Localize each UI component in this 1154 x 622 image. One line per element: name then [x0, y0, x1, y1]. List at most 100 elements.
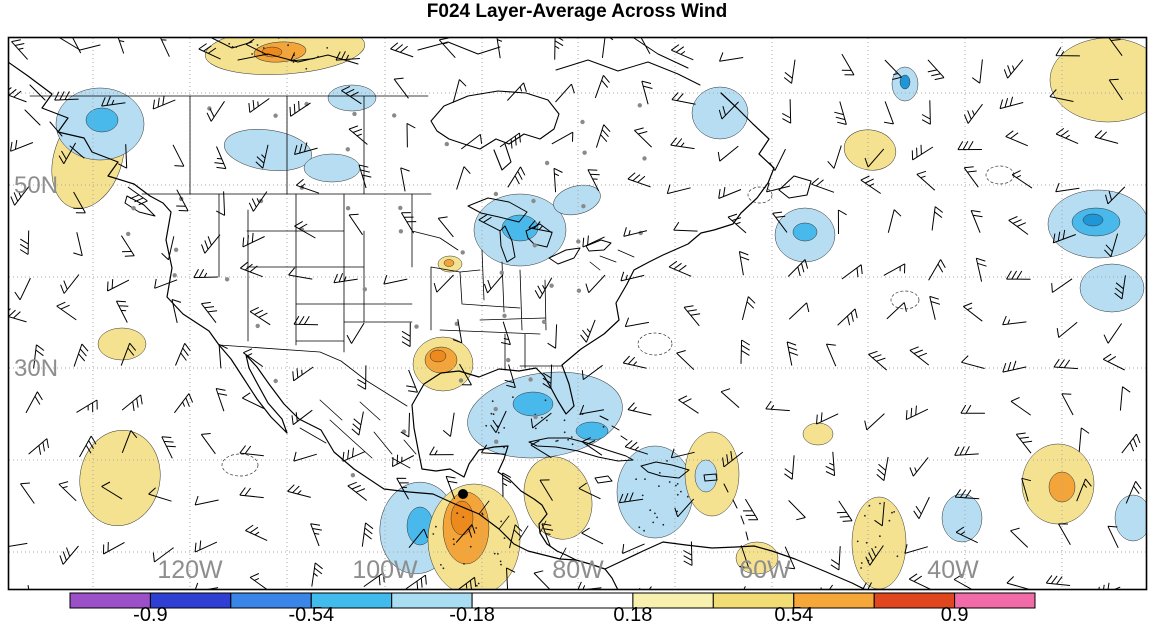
wind-barb: [578, 482, 601, 500]
wind-barb: [640, 38, 651, 54]
wind-barb: [19, 230, 30, 255]
stipple-dot: [326, 47, 329, 49]
wind-barb: [295, 178, 320, 194]
hudson-bay: [430, 90, 560, 171]
wind-barb: [547, 324, 558, 349]
wind-barb: [358, 164, 372, 189]
wind-barb: [115, 300, 129, 323]
wind-barb: [542, 364, 553, 389]
wind-barb: [483, 274, 504, 294]
wind-barb: [161, 436, 176, 459]
wind-barb: [883, 263, 906, 276]
station-dot: [345, 206, 351, 211]
shaded-region: [1114, 494, 1146, 542]
wind-barb: [1045, 575, 1071, 586]
wind-barb: [215, 191, 226, 216]
wind-barb: [1010, 527, 1029, 548]
stipple-dot: [658, 485, 660, 487]
stipple-dot: [317, 55, 319, 58]
wind-barb: [120, 342, 137, 366]
station-dot: [398, 205, 403, 211]
wind-barb: [396, 477, 410, 500]
lat-label: 30N: [14, 355, 58, 382]
shaded-region: [575, 421, 609, 441]
wind-barb: [293, 451, 317, 462]
wind-barb: [201, 234, 221, 254]
wind-barb: [670, 448, 695, 459]
wind-barb: [884, 101, 894, 125]
stipple-dot: [563, 419, 566, 422]
wind-barb: [1125, 481, 1142, 504]
wind-barb: [909, 457, 929, 477]
wind-barb: [117, 38, 127, 54]
wind-barb: [1049, 89, 1074, 102]
geography-layer: [9, 38, 866, 589]
wind-barb: [811, 177, 835, 193]
wind-barb: [73, 232, 83, 257]
stipple-dot: [493, 552, 496, 555]
station-dot: [255, 323, 260, 329]
wind-barb: [456, 166, 471, 190]
open-contour: [747, 186, 773, 204]
coastline-south-america: [604, 541, 866, 589]
shaded-region: [802, 422, 834, 446]
state-borders: [29, 95, 635, 560]
wind-barb: [868, 350, 888, 371]
colorbar-tick-label: 0.18: [613, 604, 652, 622]
wind-barb: [620, 271, 645, 282]
wind-barb: [719, 52, 744, 62]
wind-barb: [120, 235, 135, 257]
stipple-dot: [512, 396, 514, 399]
shaded-region: [79, 429, 161, 527]
wind-barb: [455, 524, 476, 543]
coastline-atlantic-gulf: [411, 92, 775, 561]
wind-barb: [1119, 386, 1131, 411]
station-dot: [173, 247, 179, 252]
wind-barb: [58, 481, 77, 502]
wind-barb: [884, 59, 902, 80]
station-dot: [576, 288, 582, 293]
stipple-dot: [675, 484, 677, 487]
stipple-dot: [676, 493, 679, 496]
wind-barb: [788, 302, 810, 320]
wind-barb: [214, 146, 227, 170]
wind-barb: [766, 182, 790, 193]
wind-barb: [206, 101, 225, 122]
wind-barb: [172, 144, 185, 167]
wind-barb: [293, 315, 319, 326]
stipple-dot: [686, 495, 689, 498]
wind-barb: [294, 220, 316, 239]
wind-barb: [27, 585, 30, 589]
stipple-dot: [497, 553, 499, 555]
stipple-dot: [503, 446, 505, 449]
stipple-dot: [262, 47, 265, 49]
wind-barb: [118, 144, 128, 169]
wind-barb: [194, 582, 219, 589]
shaded-region: [85, 107, 119, 133]
wind-barb: [553, 167, 563, 193]
station-dot: [131, 206, 136, 211]
wind-barb: [1011, 170, 1033, 189]
stipple-dot: [638, 526, 641, 529]
stipple-dot: [292, 61, 295, 63]
wind-barb: [671, 92, 696, 105]
wind-barb: [290, 52, 315, 62]
stipple-dot: [654, 512, 656, 515]
wind-barb: [121, 394, 143, 411]
stipple-dot: [571, 443, 574, 446]
wind-barb: [742, 498, 759, 521]
wind-barb: [784, 455, 795, 480]
stipple-dot: [666, 460, 668, 462]
wind-barb: [827, 145, 842, 169]
wind-barb: [585, 274, 606, 294]
stipple-dot: [256, 44, 259, 46]
colorbar: -0.9 -0.54 -0.18 0.18 0.54 0.9: [69, 592, 1036, 622]
wind-barb: [1006, 576, 1030, 589]
lon-label: 60W: [739, 556, 791, 584]
station-dot: [499, 270, 504, 275]
wind-barb: [623, 227, 648, 237]
wind-barb: [784, 546, 796, 570]
stipple-dot: [435, 525, 437, 528]
wind-barb: [530, 412, 552, 429]
